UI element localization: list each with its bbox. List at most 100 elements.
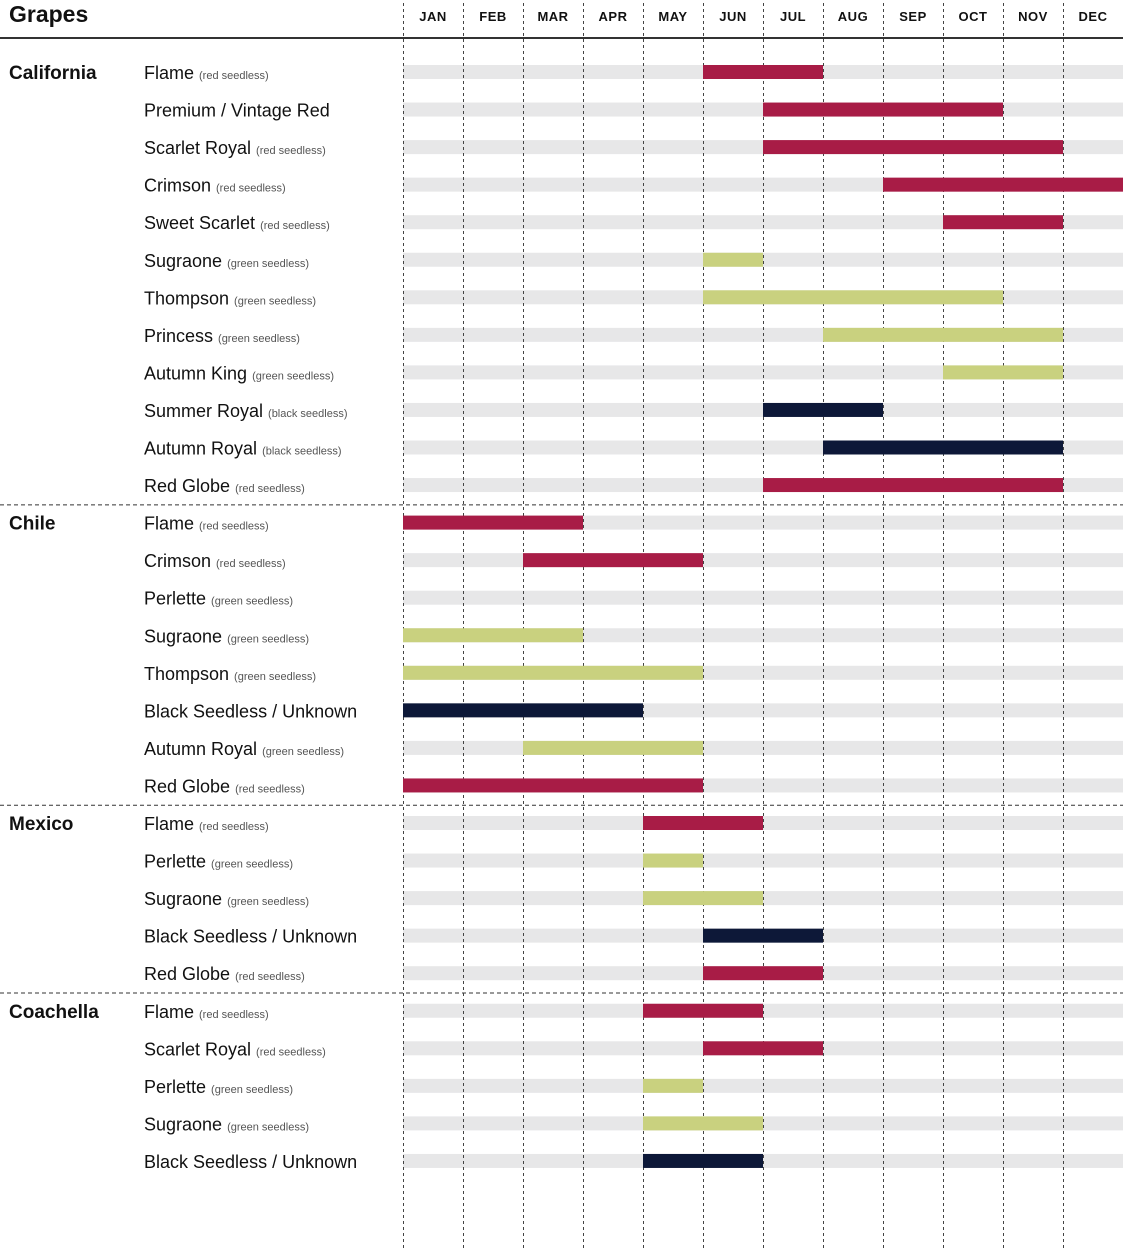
month-label-mar: MAR xyxy=(537,9,568,24)
month-label-nov: NOV xyxy=(1018,9,1048,24)
season-bar xyxy=(823,440,1063,455)
variety-note: (black seedless) xyxy=(262,446,341,458)
variety-label: Flame (red seedless) xyxy=(144,814,269,834)
variety-label: Thompson (green seedless) xyxy=(144,288,316,308)
variety-name: Flame xyxy=(144,63,194,83)
season-bar xyxy=(763,402,883,417)
season-bar xyxy=(643,1003,763,1018)
season-bar xyxy=(703,252,763,267)
season-bar xyxy=(763,478,1063,493)
variety-note: (green seedless) xyxy=(211,859,293,871)
season-bars xyxy=(403,65,1123,1168)
month-header-row: JAN FEB MAR APR MAY JUN JUL AUG SEP OCT NOV DEC xyxy=(419,9,1107,24)
region-label: Chile xyxy=(9,514,55,535)
variety-label: Sugraone (green seedless) xyxy=(144,1114,309,1134)
variety-label: Autumn King (green seedless) xyxy=(144,363,334,383)
variety-note: (red seedless) xyxy=(199,70,269,82)
variety-note: (red seedless) xyxy=(256,1046,326,1058)
variety-name: Autumn Royal xyxy=(144,739,257,759)
season-bar xyxy=(643,853,703,868)
variety-name: Red Globe xyxy=(144,776,230,796)
variety-note: (red seedless) xyxy=(199,521,269,533)
variety-note: (green seedless) xyxy=(227,633,309,645)
variety-note: (black seedless) xyxy=(268,408,347,420)
variety-name: Princess xyxy=(144,326,213,346)
month-gridlines xyxy=(0,3,1123,1251)
season-bar xyxy=(643,1078,703,1093)
variety-name: Scarlet Royal xyxy=(144,1039,251,1059)
variety-note: (green seedless) xyxy=(211,1084,293,1096)
variety-name: Sugraone xyxy=(144,626,222,646)
season-bar xyxy=(523,553,703,568)
region-label: Coachella xyxy=(9,1002,99,1023)
variety-label: Scarlet Royal (red seedless) xyxy=(144,138,326,158)
season-bar xyxy=(643,816,763,830)
season-bar xyxy=(943,365,1063,380)
variety-note: (red seedless) xyxy=(235,783,305,795)
variety-name: Black Seedless / Unknown xyxy=(144,1152,357,1172)
month-label-jan: JAN xyxy=(419,9,447,24)
variety-name: Thompson xyxy=(144,664,229,684)
season-bar xyxy=(943,215,1063,230)
variety-label: Red Globe (red seedless) xyxy=(144,776,305,796)
variety-label: Flame (red seedless) xyxy=(144,63,269,83)
month-label-dec: DEC xyxy=(1079,9,1108,24)
variety-label: Premium / Vintage Red xyxy=(144,101,330,121)
month-label-feb: FEB xyxy=(479,9,507,24)
variety-note: (red seedless) xyxy=(216,183,286,195)
variety-name: Crimson xyxy=(144,176,211,196)
variety-name: Sweet Scarlet xyxy=(144,213,255,233)
month-label-apr: APR xyxy=(599,9,628,24)
season-bar xyxy=(703,966,823,981)
variety-name: Sugraone xyxy=(144,1114,222,1134)
variety-label: Sweet Scarlet (red seedless) xyxy=(144,213,330,233)
variety-label: Sugraone (green seedless) xyxy=(144,889,309,909)
variety-name: Sugraone xyxy=(144,251,222,271)
season-bar xyxy=(643,891,763,906)
variety-note: (red seedless) xyxy=(235,483,305,495)
variety-name: Black Seedless / Unknown xyxy=(144,927,357,947)
region-label: Mexico xyxy=(9,814,73,835)
season-bar xyxy=(703,290,1003,305)
variety-label: Black Seedless / Unknown xyxy=(144,1152,357,1172)
variety-name: Thompson xyxy=(144,288,229,308)
variety-label: Crimson (red seedless) xyxy=(144,176,286,196)
variety-note: (green seedless) xyxy=(218,333,300,345)
month-label-aug: AUG xyxy=(838,9,868,24)
season-bar xyxy=(523,740,703,755)
variety-label: Autumn Royal (green seedless) xyxy=(144,739,344,759)
variety-label: Perlette (green seedless) xyxy=(144,1077,293,1097)
variety-name: Premium / Vintage Red xyxy=(144,101,330,121)
season-bar xyxy=(403,703,643,718)
season-bar xyxy=(763,140,1063,155)
variety-name: Scarlet Royal xyxy=(144,138,251,158)
month-label-jun: JUN xyxy=(719,9,747,24)
season-bar xyxy=(403,778,703,793)
variety-note: (red seedless) xyxy=(235,971,305,983)
variety-label: Red Globe (red seedless) xyxy=(144,964,305,984)
variety-name: Perlette xyxy=(144,1077,206,1097)
variety-label: Thompson (green seedless) xyxy=(144,664,316,684)
variety-note: (green seedless) xyxy=(234,671,316,683)
season-bar xyxy=(883,177,1123,192)
variety-label: Autumn Royal (black seedless) xyxy=(144,439,342,459)
variety-note: (red seedless) xyxy=(199,1009,269,1021)
season-bar xyxy=(703,928,823,943)
variety-name: Perlette xyxy=(144,589,206,609)
variety-label: Sugraone (green seedless) xyxy=(144,251,309,271)
chart-title: Grapes xyxy=(9,1,88,27)
variety-note: (green seedless) xyxy=(211,596,293,608)
row-labels: Flame (red seedless) California Premium / V… xyxy=(9,63,357,1172)
variety-name: Autumn King xyxy=(144,363,247,383)
season-bar xyxy=(643,1116,763,1131)
variety-note: (green seedless) xyxy=(252,370,334,382)
variety-name: Autumn Royal xyxy=(144,439,257,459)
variety-label: Crimson (red seedless) xyxy=(144,551,286,571)
season-bar xyxy=(763,102,1003,117)
variety-label: Flame (red seedless) xyxy=(144,514,269,534)
variety-label: Sugraone (green seedless) xyxy=(144,626,309,646)
variety-label: Scarlet Royal (red seedless) xyxy=(144,1039,326,1059)
season-bar xyxy=(823,327,1063,342)
variety-label: Perlette (green seedless) xyxy=(144,852,293,872)
